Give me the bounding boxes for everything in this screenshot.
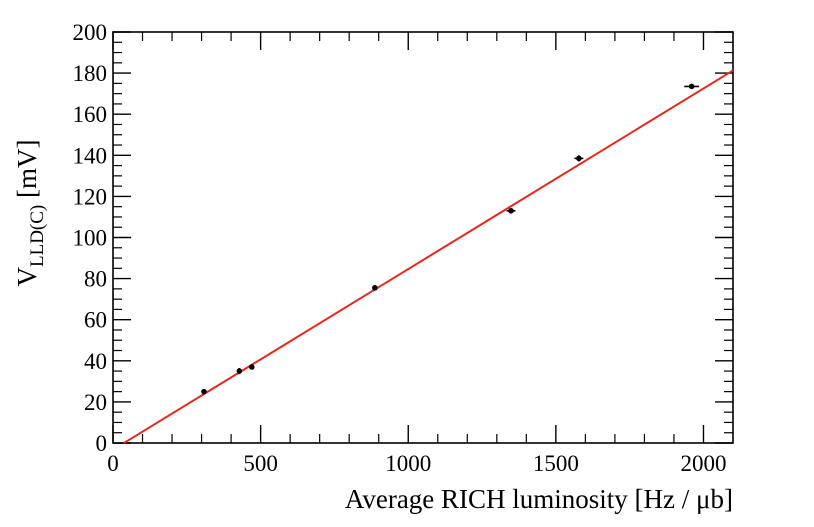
y-tick-label: 120	[73, 184, 108, 209]
x-tick-label: 500	[243, 451, 278, 476]
data-point	[576, 155, 582, 162]
y-axis-title: VLLD(C) [mV]	[12, 140, 48, 287]
y-tick-label: 20	[84, 390, 107, 415]
data-point	[201, 388, 207, 395]
y-axis-title-main: V	[12, 267, 42, 287]
major-ticks	[112, 31, 733, 444]
x-tick-label: 2000	[680, 451, 726, 476]
fit-line	[123, 69, 734, 444]
y-axis-title-unit: [mV]	[12, 140, 42, 205]
x-tick-label: 1500	[533, 451, 579, 476]
y-tick-label: 60	[84, 308, 107, 333]
x-axis-title: Average RICH luminosity [Hz / μb]	[345, 484, 733, 514]
data-point	[372, 285, 378, 291]
data-point	[248, 364, 255, 370]
y-tick-label: 40	[84, 349, 107, 374]
y-tick-label: 140	[73, 143, 108, 168]
y-tick-labels: 0 20 40 60 80 100 120 140 160 180 200	[73, 20, 108, 456]
y-axis-title-subscript: LLD(C)	[27, 205, 48, 267]
y-tick-label: 80	[84, 267, 107, 292]
x-tick-label: 0	[107, 451, 119, 476]
y-tick-label: 100	[73, 226, 108, 251]
plot-frame	[112, 31, 734, 444]
minor-ticks	[113, 32, 733, 443]
y-tick-label: 200	[73, 20, 108, 45]
data-point	[508, 207, 514, 214]
x-tick-labels: 0 500 1000 1500 2000	[107, 451, 726, 476]
y-tick-label: 0	[96, 431, 108, 456]
x-tick-label: 1000	[385, 451, 431, 476]
y-tick-label: 180	[73, 61, 108, 86]
data-point	[236, 368, 243, 374]
data-point	[688, 83, 695, 90]
data-points	[201, 83, 700, 395]
y-tick-label: 160	[73, 102, 108, 127]
